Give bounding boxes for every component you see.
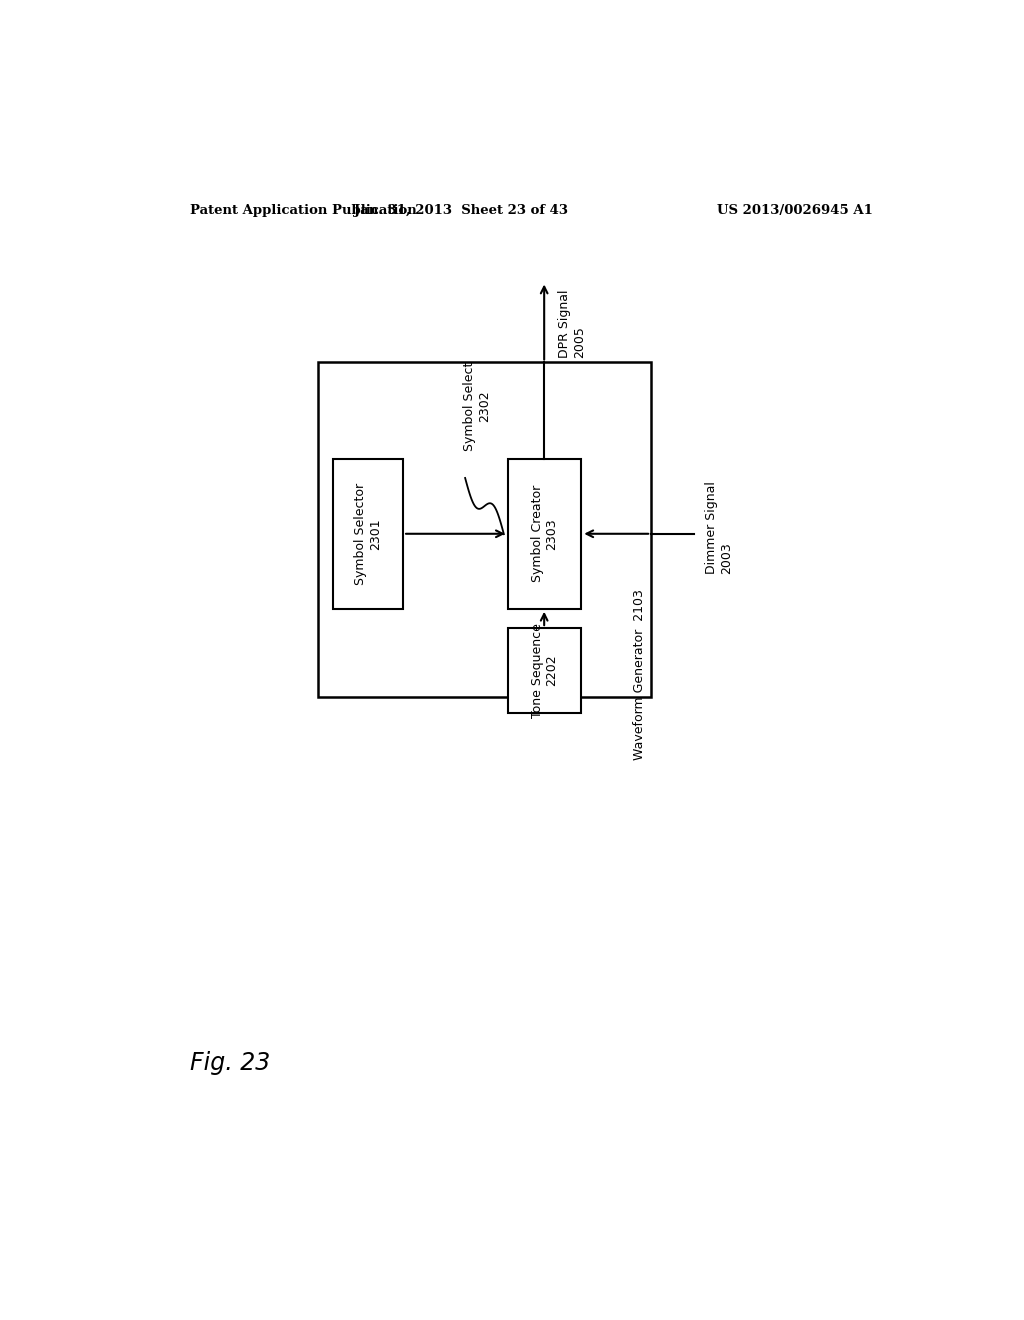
Text: Dimmer Signal
2003: Dimmer Signal 2003	[706, 482, 733, 574]
Text: Patent Application Publication: Patent Application Publication	[190, 205, 417, 218]
Text: Waveform Generator  2103: Waveform Generator 2103	[633, 589, 646, 760]
Text: Fig. 23: Fig. 23	[190, 1051, 270, 1076]
Bar	[334, 459, 403, 609]
Bar	[508, 628, 582, 713]
Text: Symbol Select
2302: Symbol Select 2302	[463, 362, 490, 451]
Bar	[508, 459, 582, 609]
Text: DPR Signal
2005: DPR Signal 2005	[558, 289, 586, 358]
Text: Jan. 31, 2013  Sheet 23 of 43: Jan. 31, 2013 Sheet 23 of 43	[354, 205, 568, 218]
Text: Symbol Selector
2301: Symbol Selector 2301	[354, 483, 382, 585]
Bar	[317, 363, 651, 697]
Text: Symbol Creator
2303: Symbol Creator 2303	[530, 486, 558, 582]
Text: Tone Sequence
2202: Tone Sequence 2202	[530, 623, 558, 718]
Text: US 2013/0026945 A1: US 2013/0026945 A1	[717, 205, 872, 218]
